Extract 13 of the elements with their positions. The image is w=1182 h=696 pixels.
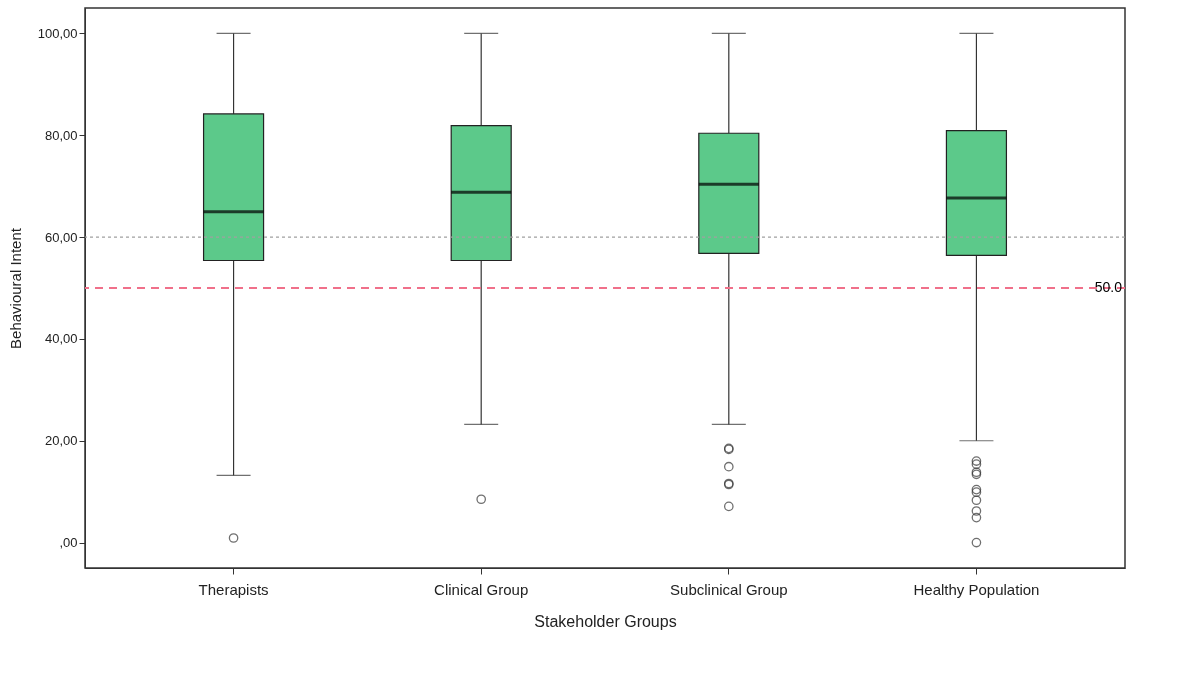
x-tick-label: Healthy Population	[913, 580, 1040, 598]
y-axis-title: Behavioural Intent	[6, 227, 24, 349]
x-tick-label: Subclinical Group	[670, 580, 788, 598]
y-tick-label: 80,00	[44, 127, 78, 143]
y-tick-label: 60,00	[44, 229, 78, 245]
x-axis-title: Stakeholder Groups	[534, 612, 677, 630]
y-tick-label: 20,00	[44, 433, 78, 449]
x-tick-label: Therapists	[198, 580, 269, 598]
y-tick-label: ,00	[59, 535, 78, 551]
ref-line-label: 50.0	[1094, 279, 1123, 295]
y-tick-label: 100,00	[37, 25, 78, 41]
x-tick-label: Clinical Group	[434, 580, 529, 598]
y-tick-label: 40,00	[44, 331, 78, 347]
